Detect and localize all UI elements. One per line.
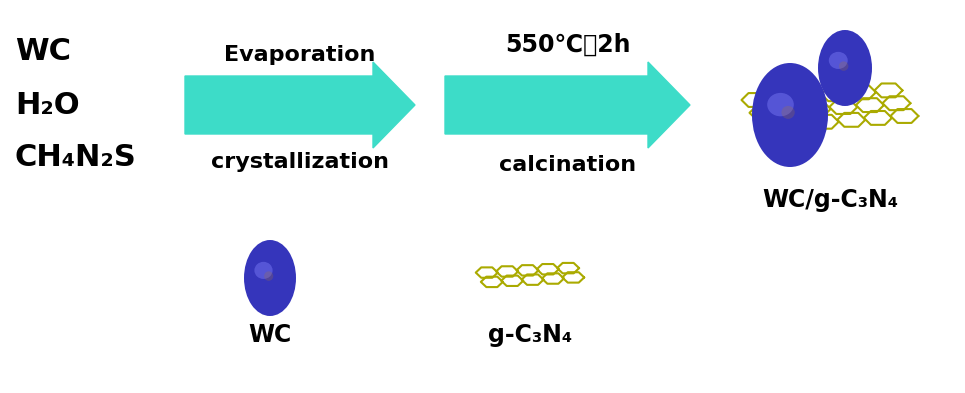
Text: Evaporation: Evaporation [224,45,375,65]
Ellipse shape [782,106,795,119]
Ellipse shape [253,273,294,299]
FancyArrow shape [185,62,415,148]
Ellipse shape [752,63,828,167]
Text: crystallization: crystallization [211,152,389,172]
Text: CH₄N₂S: CH₄N₂S [15,143,137,173]
Ellipse shape [818,30,872,106]
Ellipse shape [829,52,847,69]
Text: H₂O: H₂O [15,90,80,119]
Text: WC/g-C₃N₄: WC/g-C₃N₄ [762,188,898,212]
Text: WC: WC [248,323,291,347]
Ellipse shape [767,93,794,116]
Text: 550℃，2h: 550℃，2h [505,33,630,57]
Text: g-C₃N₄: g-C₃N₄ [488,323,572,347]
Text: WC: WC [15,37,71,66]
Ellipse shape [839,61,848,71]
Ellipse shape [255,262,272,279]
Ellipse shape [264,271,273,281]
Ellipse shape [765,108,826,145]
Ellipse shape [244,240,296,316]
Ellipse shape [827,63,870,90]
Text: calcination: calcination [499,155,636,175]
FancyArrow shape [445,62,690,148]
